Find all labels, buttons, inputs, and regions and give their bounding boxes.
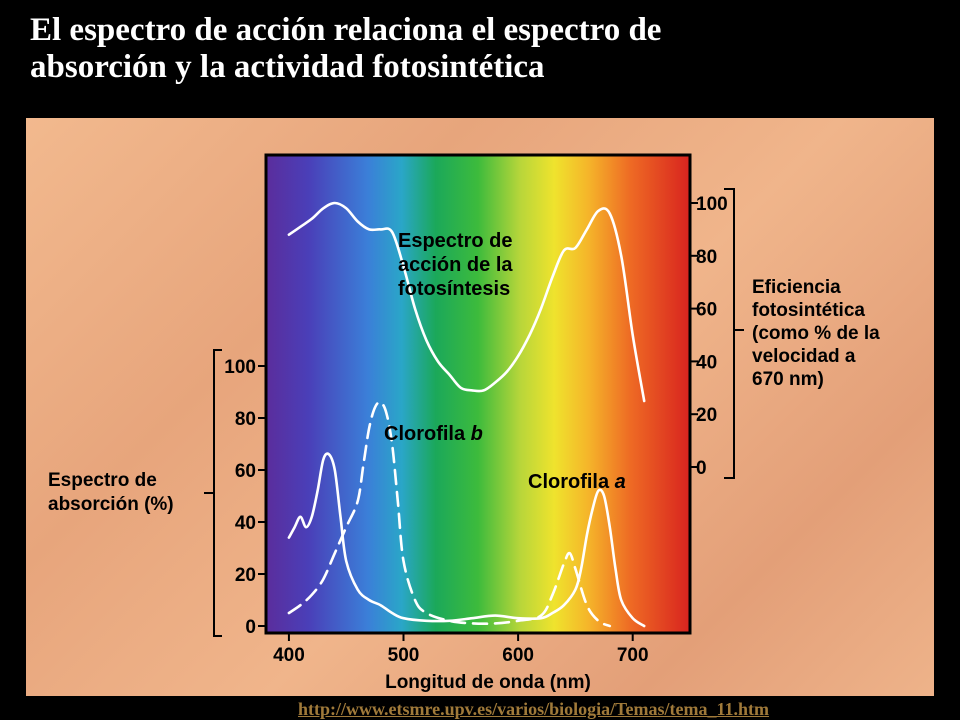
- right-tick-label: 100: [696, 194, 728, 215]
- right-axis-label: velocidad a: [752, 346, 856, 367]
- right-tick-label: 20: [696, 405, 717, 426]
- spectrum-background: [266, 155, 690, 633]
- right-tick-label: 0: [696, 458, 707, 479]
- x-tick-label: 600: [502, 645, 534, 666]
- x-tick-label: 700: [617, 645, 649, 666]
- action-spectrum-curve: [287, 201, 646, 403]
- left-axis-bracket: [204, 349, 222, 637]
- left-tick-label: 0: [245, 617, 256, 638]
- chlorophyll-a-curve: [287, 452, 646, 628]
- right-tick-label: 40: [696, 352, 717, 373]
- chart-panel: 400 500 600 700 Longitud de onda (nm) 0 20 40 60…: [26, 118, 934, 696]
- left-tick-label: 60: [235, 461, 256, 482]
- left-tick-label: 80: [235, 409, 256, 430]
- x-axis-label: Longitud de onda (nm): [385, 672, 591, 693]
- slide-title: El espectro de acción relaciona el espec…: [30, 12, 930, 86]
- right-axis-label: fotosintética: [752, 300, 865, 321]
- x-tick-label: 500: [388, 645, 420, 666]
- title-line-1: El espectro de acción relaciona el espec…: [30, 12, 662, 48]
- chlorophyll-a-label: Clorofila a: [528, 471, 626, 493]
- left-tick-label: 40: [235, 513, 256, 534]
- left-axis-label: Espectro de: [48, 470, 157, 491]
- left-tick-label: 20: [235, 565, 256, 586]
- title-line-2: absorción y la actividad fotosintética: [30, 49, 545, 85]
- right-tick-label: 80: [696, 247, 717, 268]
- right-axis-label: 670 nm): [752, 369, 824, 390]
- chlorophyll-b-label: Clorofila b: [384, 423, 483, 445]
- left-tick-label: 100: [224, 357, 256, 378]
- x-tick-label: 400: [273, 645, 305, 666]
- action-spectrum-label: fotosíntesis: [398, 278, 510, 300]
- right-axis-label: Eficiencia: [752, 277, 841, 298]
- action-spectrum-label: acción de la: [398, 254, 513, 276]
- left-axis-label: absorción (%): [48, 494, 174, 515]
- action-spectrum-label: Espectro de: [398, 230, 512, 252]
- right-axis-label: (como % de la: [752, 323, 880, 344]
- chlorophyll-b-curve: [287, 400, 612, 628]
- source-link[interactable]: http://www.etsmre.upv.es/varios/biologia…: [298, 699, 770, 719]
- right-axis-bracket: [724, 188, 744, 479]
- right-tick-label: 60: [696, 300, 717, 321]
- plot-frame: [264, 153, 692, 635]
